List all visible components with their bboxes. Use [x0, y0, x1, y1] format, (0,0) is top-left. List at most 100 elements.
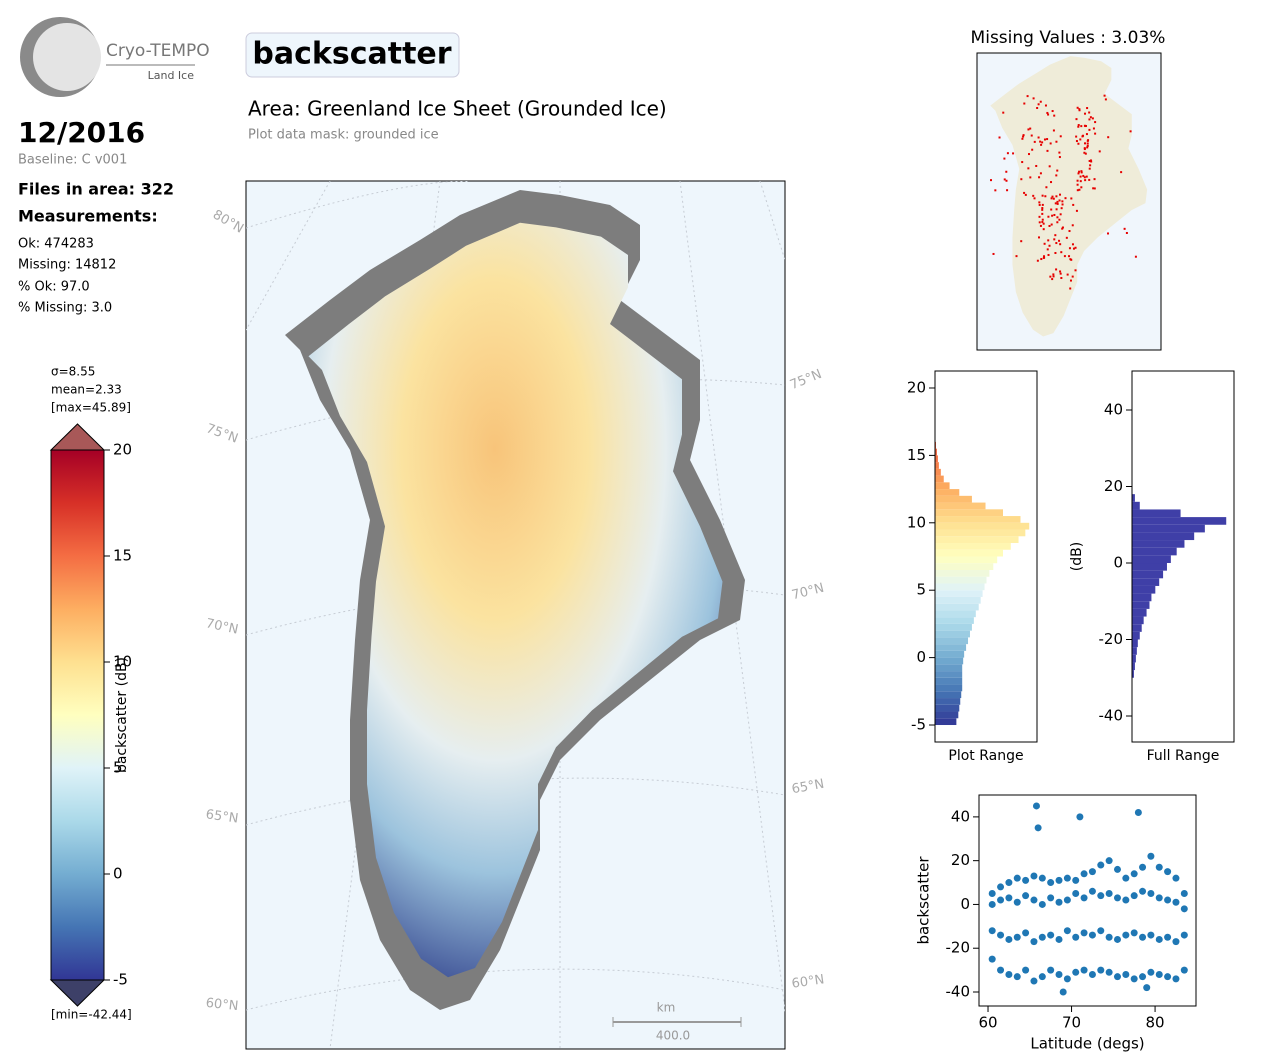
scatter-point [1013, 933, 1021, 941]
hist-bar [1132, 517, 1227, 525]
missing-dot [1074, 246, 1077, 249]
missing-dot [1045, 186, 1048, 189]
missing-dot [1093, 187, 1096, 190]
scatter-point [1180, 905, 1188, 913]
missing-dot [1068, 230, 1071, 233]
scatter-point [1180, 966, 1188, 974]
missing-dot [1039, 140, 1042, 143]
scatter-point [1013, 898, 1021, 906]
y-tick-label: 10 [907, 513, 926, 531]
scatter-point [1147, 968, 1155, 976]
missing-dot [1046, 111, 1049, 114]
missing-dot [1080, 125, 1083, 128]
missing-dot [1092, 187, 1095, 190]
hist-bar [1132, 585, 1156, 594]
measurements-heading: Measurements: [18, 207, 158, 226]
missing-dot [1084, 152, 1087, 155]
missing-dot [1055, 195, 1058, 198]
missing-dot [1039, 224, 1042, 227]
scatter-point [1072, 876, 1080, 884]
missing-dot [1134, 255, 1137, 258]
missing-dot [1080, 170, 1083, 173]
missing-dot [1047, 113, 1050, 116]
scatter-point [1180, 931, 1188, 939]
missing-dot [1086, 144, 1089, 147]
missing-dot [1055, 174, 1058, 177]
missing-dot [1079, 175, 1082, 178]
missing-dot [1058, 218, 1061, 221]
scatter-point [1055, 935, 1063, 943]
missing-dot [1041, 220, 1044, 223]
scatter-point [1122, 931, 1130, 939]
missing-dot [1055, 268, 1058, 271]
missing-dot [1053, 114, 1056, 117]
scatter-point [1143, 984, 1151, 992]
scatter-point [1088, 887, 1096, 895]
scatter-point [988, 900, 996, 908]
lat-label: 65°N [205, 807, 240, 826]
scatter-point [1038, 973, 1046, 981]
hist-bar [935, 522, 1030, 530]
missing-dot [1077, 172, 1080, 175]
scatter-point [1155, 935, 1163, 943]
missing-dot [1107, 232, 1110, 235]
hist-bar [935, 698, 961, 705]
missing-dot [1087, 139, 1090, 142]
hist-bar [935, 623, 972, 631]
plot-frame [934, 370, 1038, 743]
missing-dot [1052, 273, 1055, 276]
scatter-point [1147, 931, 1155, 939]
missing-dot [1107, 136, 1110, 139]
missing-dot [1093, 178, 1096, 181]
hist-bar [1132, 570, 1164, 579]
scatter-point [1130, 929, 1138, 937]
missing-dot [1120, 171, 1123, 174]
scatter-point [1105, 857, 1113, 865]
scatter-point [1076, 813, 1084, 821]
missing-dot [1079, 138, 1082, 141]
missing-dot [1052, 129, 1055, 132]
title-box [245, 32, 460, 78]
missing-dot [1048, 244, 1051, 247]
missing-dot [1020, 240, 1023, 243]
scatter-point [1072, 889, 1080, 897]
hist-bar [1132, 509, 1181, 518]
y-tick-label: 5 [113, 759, 123, 777]
scatter-point [1134, 809, 1142, 817]
scatter-point [1030, 938, 1038, 946]
missing-dot [1052, 275, 1055, 278]
missing-dot [1084, 112, 1087, 115]
hist-bar [935, 691, 962, 699]
missing-dot [1041, 203, 1044, 206]
scatter-point [1097, 892, 1105, 900]
missing-dot [1050, 181, 1053, 184]
hist-bar [1132, 501, 1140, 510]
missing-dot [1022, 134, 1025, 137]
missing-dot [1028, 153, 1031, 156]
missing-dot [1051, 195, 1054, 198]
scatter-point [988, 955, 996, 963]
hist-bar [935, 644, 967, 651]
missing-dot [1030, 134, 1033, 137]
plot-frame [1131, 370, 1235, 743]
missing-dot [1015, 255, 1018, 258]
missing-dot [1079, 180, 1082, 183]
scatter-point [1022, 876, 1030, 884]
missing-dot [1069, 279, 1072, 282]
scatter-point [1147, 889, 1155, 897]
y-tick-label: 40 [951, 807, 970, 825]
missing-dot [1076, 189, 1079, 192]
missing-dot [1047, 253, 1050, 256]
missing-dot [1038, 201, 1041, 204]
annotation: [max=45.89] [51, 401, 131, 415]
hist-bar [935, 610, 976, 618]
missing-dot [1090, 160, 1093, 163]
missing-dot [1031, 148, 1034, 151]
x-axis-label: Full Range [1147, 748, 1220, 764]
missing-dot [1043, 256, 1046, 259]
y-tick-label: 0 [113, 865, 123, 883]
scatter-point [1105, 933, 1113, 941]
missing-dot [1071, 275, 1074, 278]
